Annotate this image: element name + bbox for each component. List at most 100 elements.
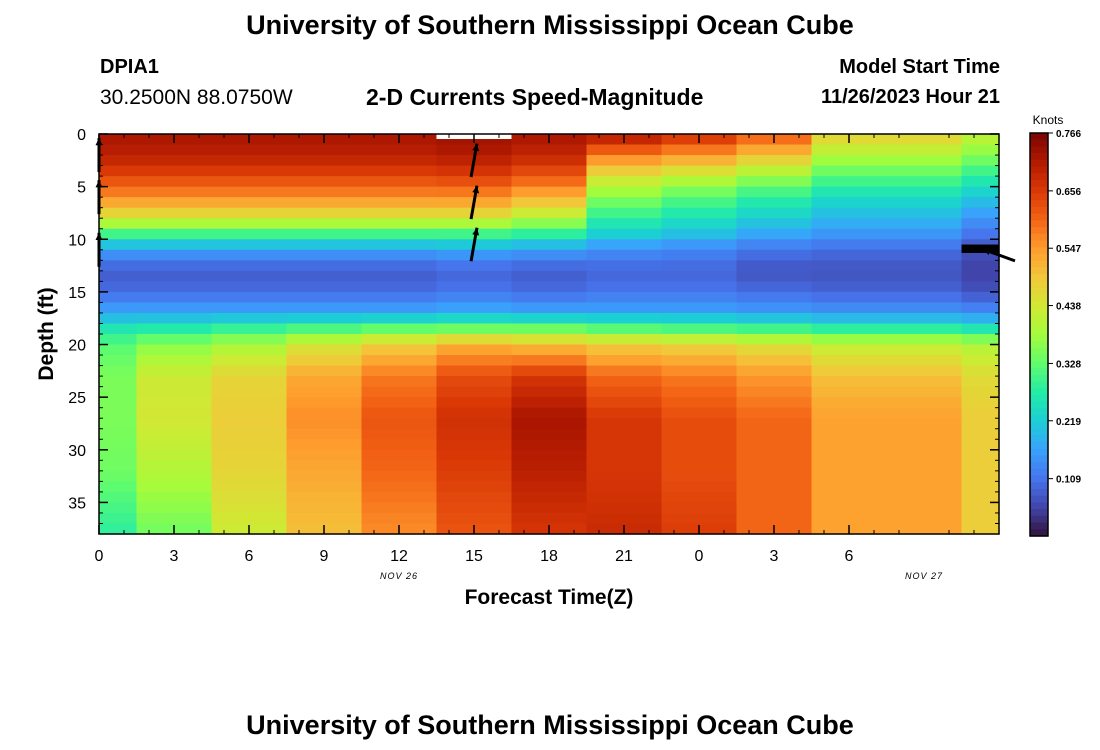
heatmap-cell — [511, 334, 588, 346]
colorbar-segment — [1030, 153, 1048, 161]
heatmap-cell — [136, 176, 213, 188]
y-tick-label: 35 — [68, 495, 86, 512]
heatmap-cell — [136, 302, 213, 314]
colorbar-segment — [1030, 441, 1048, 450]
heatmap-cell — [961, 323, 1000, 335]
heatmap-cell — [661, 186, 738, 198]
heatmap-cell — [811, 460, 963, 472]
heatmap-cell — [811, 491, 963, 504]
heatmap-cell — [436, 270, 513, 282]
colorbar: Knots 0.766 0.656 0.547 0.438 0.328 0.219 0.109 — [1029, 113, 1081, 537]
heatmap-cell — [661, 323, 738, 335]
colorbar-segment — [1030, 240, 1048, 248]
heatmap-cell — [286, 502, 363, 514]
heatmap-cell — [361, 491, 438, 504]
heatmap-cell — [736, 386, 813, 398]
heatmap-cell — [99, 344, 138, 356]
heatmap-cell — [586, 376, 663, 388]
x-tick-label: 6 — [245, 548, 254, 565]
colorbar-segment — [1030, 180, 1048, 188]
heatmap-cell — [436, 207, 513, 219]
heatmap-cell — [736, 355, 813, 367]
heatmap-cell — [436, 334, 513, 346]
heatmap-cell — [286, 344, 363, 356]
heatmap-cell — [99, 260, 138, 272]
x-tick-label: 18 — [540, 548, 558, 565]
heatmap-cell — [736, 323, 813, 335]
heatmap-cell — [811, 134, 963, 146]
current-vector-arrow — [469, 143, 480, 178]
heatmap-cell — [736, 312, 813, 325]
heatmap-cell — [961, 460, 1000, 472]
heatmap-cell — [511, 291, 588, 304]
heatmap-cell — [361, 239, 438, 251]
colorbar-segment — [1030, 408, 1048, 416]
colorbar-segment — [1030, 274, 1048, 282]
colorbar-segment — [1030, 186, 1048, 195]
heatmap-cell — [811, 186, 963, 198]
heatmap-cell — [436, 344, 513, 356]
heatmap-cell — [586, 207, 663, 219]
heatmap-cell — [961, 512, 1000, 525]
heatmap-cell — [136, 207, 213, 219]
heatmap-cell — [211, 207, 288, 219]
heatmap-cell — [286, 186, 363, 198]
x-tick-label: 21 — [615, 548, 633, 565]
heatmap-cell — [136, 481, 213, 493]
heatmap-cell — [361, 428, 438, 440]
heatmap-cell — [511, 470, 588, 482]
colorbar-segment — [1030, 159, 1048, 168]
arrow-head — [472, 143, 480, 152]
heatmap-cell — [961, 491, 1000, 504]
heatmap-cell — [961, 418, 1000, 430]
x-tick-label: 0 — [695, 548, 704, 565]
heatmap-cell — [286, 512, 363, 525]
colorbar-segment — [1030, 347, 1048, 356]
heatmap-cell — [99, 176, 138, 188]
heatmap-cell — [586, 481, 663, 493]
heatmap-cell — [436, 512, 513, 525]
heatmap-cell — [661, 470, 738, 482]
heatmap-cell — [736, 344, 813, 356]
colorbar-segment — [1030, 260, 1048, 268]
colorbar-segment — [1030, 321, 1048, 329]
heatmap-cell — [361, 228, 438, 240]
heatmap-cell — [436, 312, 513, 325]
heatmap-cell — [286, 197, 363, 209]
heatmap-cell — [811, 270, 963, 282]
x-tick-label: 12 — [390, 548, 408, 565]
heatmap-cell — [586, 176, 663, 188]
heatmap-cell — [736, 449, 813, 461]
colorbar-segment — [1030, 253, 1048, 262]
heatmap-cell — [736, 249, 813, 261]
y-tick-label: 25 — [68, 390, 86, 407]
colorbar-tick-label: 0.547 — [1056, 244, 1081, 255]
heatmap-cell — [586, 302, 663, 314]
heatmap-cell — [211, 228, 288, 240]
heatmap-cell — [211, 186, 288, 198]
heatmap-cell — [361, 344, 438, 356]
x-tick-label: 6 — [845, 548, 854, 565]
heatmap-cell — [811, 155, 963, 167]
heatmap-cell — [661, 449, 738, 461]
heatmap-cell — [811, 281, 963, 293]
heatmap-cell — [811, 397, 963, 409]
heatmap-cell — [361, 407, 438, 419]
heatmap-cell — [511, 491, 588, 504]
heatmap-cell — [361, 397, 438, 409]
heatmap-cell — [736, 460, 813, 472]
heatmap-cell — [211, 491, 288, 504]
colorbar-tick-label: 0.766 — [1056, 129, 1081, 140]
heatmap-cell — [586, 355, 663, 367]
heatmap-cell — [511, 428, 588, 440]
heatmap-cell — [736, 481, 813, 493]
heatmap-cell — [586, 470, 663, 482]
heatmap-cell — [961, 197, 1000, 209]
heatmap-cell — [211, 470, 288, 482]
heatmap-cell — [661, 439, 738, 451]
colorbar-tick-label: 0.438 — [1056, 302, 1081, 313]
heatmap-cell — [211, 281, 288, 293]
heatmap-cell — [136, 155, 213, 167]
heatmap-cell — [211, 270, 288, 282]
heatmap-cell — [736, 428, 813, 440]
